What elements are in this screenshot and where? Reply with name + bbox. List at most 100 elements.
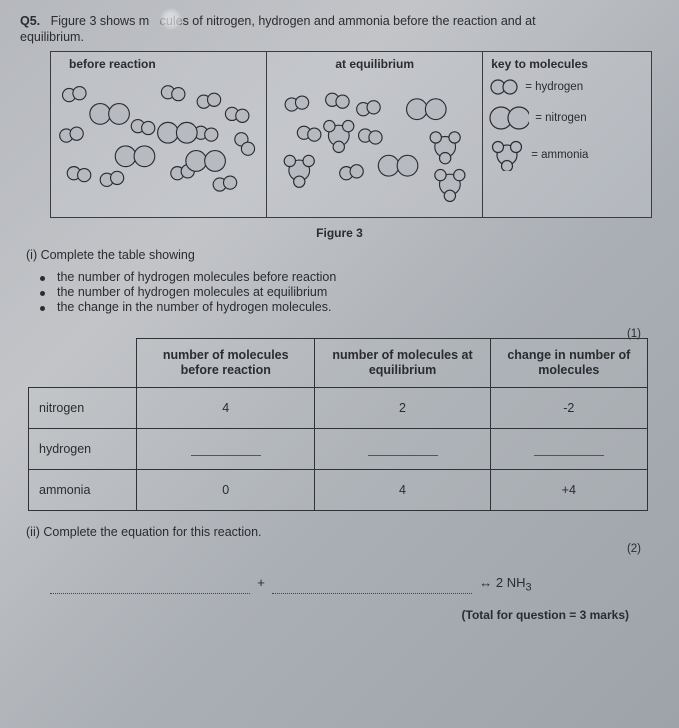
- svg-text:H: H: [77, 90, 82, 97]
- svg-text:H: H: [337, 145, 341, 151]
- svg-text:N: N: [194, 159, 199, 166]
- row-ammonia-c3: +4: [490, 470, 647, 511]
- svg-text:N: N: [98, 112, 103, 119]
- svg-text:N: N: [498, 114, 504, 123]
- th-change: change in number of molecules: [490, 339, 647, 388]
- panel-key: key to molecules HH = hydrogen NN = nitr…: [483, 52, 651, 217]
- table-corner: [29, 339, 137, 388]
- svg-text:H: H: [82, 172, 87, 179]
- hole-punch: [160, 8, 182, 30]
- svg-text:H: H: [363, 133, 368, 140]
- row-nitrogen-c3: -2: [490, 388, 647, 429]
- svg-text:H: H: [64, 133, 69, 140]
- key-hydrogen-label: = hydrogen: [525, 81, 583, 93]
- table-row: nitrogen 4 2 -2: [29, 388, 648, 429]
- svg-text:H: H: [373, 135, 378, 142]
- svg-text:H: H: [307, 159, 311, 165]
- row-nitrogen-c2: 2: [315, 388, 490, 429]
- svg-text:H: H: [115, 175, 120, 182]
- svg-text:H: H: [354, 168, 359, 175]
- row-hydrogen-c2[interactable]: [315, 429, 490, 470]
- svg-text:H: H: [496, 84, 501, 91]
- part-ii-marks: (2): [20, 543, 659, 555]
- svg-text:H: H: [508, 84, 513, 91]
- svg-text:N: N: [414, 107, 419, 114]
- equation-product-sub: 3: [526, 582, 532, 594]
- svg-text:H: H: [361, 106, 366, 113]
- equation-blank-2[interactable]: [272, 583, 472, 594]
- svg-text:H: H: [453, 136, 457, 142]
- equation-row: + ↔ 2 NH3: [50, 575, 659, 594]
- svg-text:H: H: [201, 99, 206, 106]
- worksheet-page: Q5. Figure 3 shows m cules of nitrogen, …: [0, 0, 679, 728]
- svg-text:H: H: [505, 164, 509, 170]
- svg-text:H: H: [300, 100, 305, 107]
- bullet-3: the change in the number of hydrogen mol…: [57, 300, 331, 314]
- table-row: hydrogen: [29, 429, 648, 470]
- key-nitrogen-label: = nitrogen: [535, 112, 586, 124]
- svg-text:H: H: [327, 124, 331, 130]
- svg-text:H: H: [228, 180, 233, 187]
- svg-text:H: H: [439, 173, 443, 179]
- row-ammonia-c1: 0: [137, 470, 315, 511]
- figure-caption: Figure 3: [20, 226, 659, 240]
- question-number: Q5.: [20, 14, 40, 28]
- svg-text:N: N: [447, 183, 452, 190]
- svg-text:H: H: [312, 132, 317, 139]
- svg-text:H: H: [434, 136, 438, 142]
- svg-text:H: H: [240, 113, 245, 120]
- th-equilibrium: number of molecules at equilibrium: [315, 339, 490, 388]
- row-hydrogen-label: hydrogen: [29, 429, 137, 470]
- panel-at-equilibrium: at equilibrium HH HH HH HH HH HH NN NN: [267, 52, 483, 217]
- svg-text:H: H: [212, 97, 217, 104]
- question-text-2: equilibrium.: [20, 30, 84, 44]
- svg-text:H: H: [330, 97, 335, 104]
- th-before: number of molecules before reaction: [137, 339, 315, 388]
- svg-text:N: N: [386, 164, 391, 171]
- figure-3: before reaction HH HH HH HH HH HH HH HH …: [50, 51, 652, 218]
- part-ii-label: (ii) Complete the equation for this reac…: [26, 525, 659, 539]
- row-ammonia-c2: 4: [315, 470, 490, 511]
- row-hydrogen-c1[interactable]: [137, 429, 315, 470]
- svg-text:H: H: [209, 132, 214, 139]
- svg-text:H: H: [302, 130, 307, 137]
- total-marks: (Total for question = 3 marks): [20, 608, 659, 622]
- svg-text:N: N: [142, 154, 147, 161]
- molecules-equilibrium: HH HH HH HH HH HH NN NN N HHH: [271, 76, 478, 213]
- question-header: Q5. Figure 3 shows m cules of nitrogen, …: [20, 14, 659, 45]
- part-i-bullets: the number of hydrogen molecules before …: [40, 270, 659, 314]
- panel2-title: at equilibrium: [267, 52, 482, 73]
- question-text-1b: cules of nitrogen, hydrogen and ammonia …: [160, 14, 536, 28]
- svg-text:H: H: [245, 146, 250, 153]
- panel1-title: before reaction: [51, 52, 266, 73]
- equation-product: ↔ 2 NH: [479, 575, 525, 590]
- molecules-before: HH HH HH HH HH HH HH HH HH HH HH HH NN: [55, 76, 262, 213]
- svg-text:N: N: [184, 131, 189, 138]
- svg-text:H: H: [288, 159, 292, 165]
- equation-blank-1[interactable]: [50, 583, 250, 594]
- svg-text:N: N: [116, 112, 121, 119]
- svg-text:H: H: [239, 136, 244, 143]
- svg-text:H: H: [74, 131, 79, 138]
- svg-text:N: N: [212, 159, 217, 166]
- svg-text:H: H: [71, 170, 76, 177]
- svg-text:H: H: [443, 156, 447, 162]
- svg-text:H: H: [371, 104, 376, 111]
- row-nitrogen-label: nitrogen: [29, 388, 137, 429]
- svg-text:N: N: [123, 154, 128, 161]
- bullet-1: the number of hydrogen molecules before …: [57, 270, 336, 284]
- svg-text:H: H: [175, 170, 180, 177]
- panel3-title: key to molecules: [483, 52, 651, 73]
- svg-text:N: N: [516, 114, 522, 123]
- svg-text:N: N: [504, 151, 510, 160]
- molecules-table: number of molecules before reaction numb…: [28, 338, 648, 511]
- svg-text:N: N: [443, 145, 448, 152]
- svg-text:H: H: [448, 194, 452, 200]
- svg-text:N: N: [165, 131, 170, 138]
- part-i-label: (i) Complete the table showing: [26, 248, 659, 262]
- row-hydrogen-c3[interactable]: [490, 429, 647, 470]
- svg-text:H: H: [344, 170, 349, 177]
- bullet-2: the number of hydrogen molecules at equi…: [57, 285, 327, 299]
- row-ammonia-label: ammonia: [29, 470, 137, 511]
- table-row: ammonia 0 4 +4: [29, 470, 648, 511]
